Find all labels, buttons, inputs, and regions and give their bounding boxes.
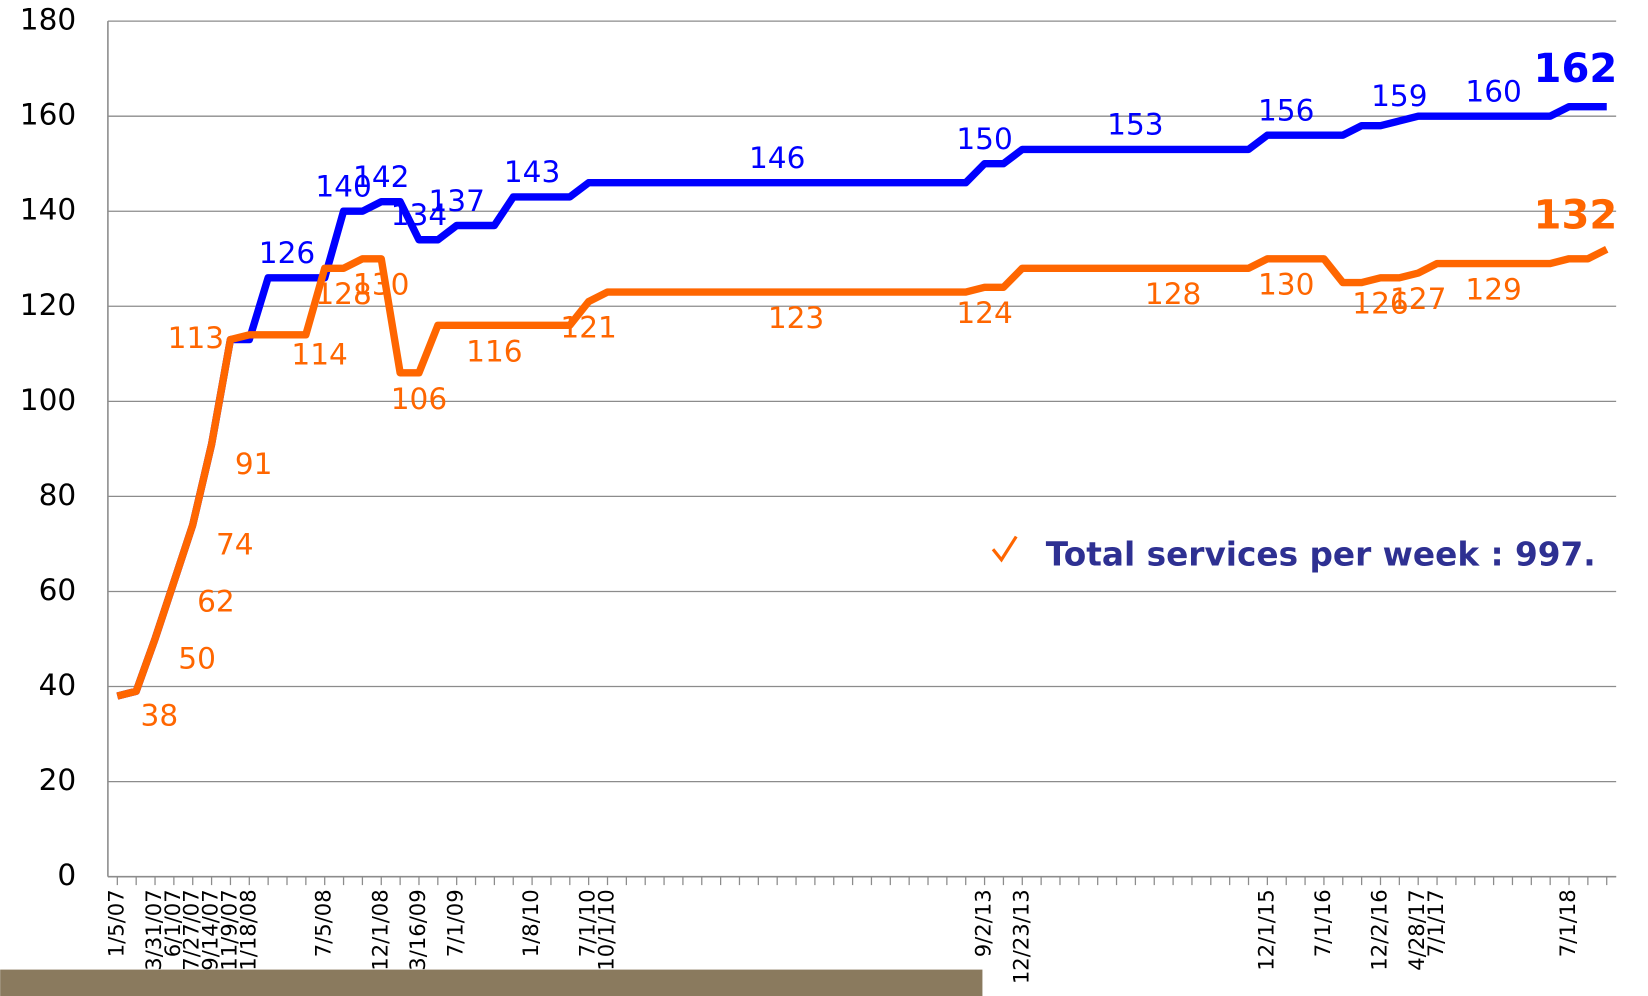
data-label: 38 [141, 699, 179, 733]
x-tick-label: 11/9/07 [216, 889, 241, 970]
data-label: 126 [1352, 287, 1408, 321]
data-label: 128 [315, 277, 371, 311]
x-tick-label: 4/28/17 [1404, 889, 1429, 970]
y-tick-label: 140 [20, 193, 76, 227]
data-label: 116 [466, 334, 522, 368]
x-tick-label: 12/2/16 [1366, 889, 1391, 970]
data-label: 114 [291, 337, 347, 371]
data-label: 126 [259, 236, 315, 270]
data-label: 121 [560, 311, 616, 345]
data-label: 130 [353, 268, 409, 302]
series-line [116, 245, 1609, 700]
data-label: 130 [1258, 268, 1314, 302]
x-tick-label: 7/1/09 [443, 889, 468, 957]
x-tick-label: 1/8/10 [518, 889, 543, 957]
y-tick-label: 160 [20, 98, 76, 132]
data-label: 113 [168, 321, 224, 355]
data-label: 150 [956, 122, 1012, 156]
data-label: 128 [1145, 277, 1201, 311]
data-label: 159 [1371, 79, 1427, 113]
data-label: 156 [1258, 93, 1314, 127]
data-label: 129 [1465, 272, 1521, 306]
x-tick-label: 12/1/08 [367, 889, 392, 970]
data-label: 106 [391, 382, 447, 416]
x-tick-label: 1/5/07 [103, 889, 128, 957]
footer-bar [0, 969, 983, 996]
data-label: 146 [749, 141, 805, 175]
data-label: 50 [178, 642, 216, 676]
x-tick-label: 9/2/13 [971, 889, 996, 957]
data-label: 132 [1534, 193, 1618, 239]
y-tick-label: 100 [20, 383, 76, 417]
x-tick-label: 10/1/10 [594, 889, 619, 970]
data-label: 91 [235, 447, 273, 481]
y-tick-label: 120 [20, 288, 76, 322]
x-tick-label: 6/1/07 [160, 889, 185, 957]
data-label: 160 [1465, 74, 1521, 108]
annotation: Total services per week : 997. [1046, 536, 1596, 574]
data-label: 134 [391, 198, 447, 232]
x-tick-label: 7/1/18 [1555, 889, 1580, 957]
y-tick-label: 0 [57, 858, 76, 892]
series-line [116, 102, 1607, 700]
x-tick-label: 3/31/07 [141, 889, 166, 970]
data-label: 140 [315, 170, 371, 204]
x-tick-label: 7/5/08 [311, 889, 336, 957]
data-label: 123 [768, 301, 824, 335]
data-label: 137 [428, 184, 484, 218]
data-label: 143 [504, 155, 560, 189]
x-tick-label: 7/1/17 [1423, 889, 1448, 957]
data-label: 62 [197, 585, 235, 619]
data-label: 124 [956, 296, 1012, 330]
x-tick-label: 3/16/09 [405, 889, 430, 970]
x-tick-label: 1/18/08 [235, 889, 260, 970]
data-label: 74 [216, 528, 254, 562]
x-tick-label: 7/1/16 [1310, 889, 1335, 957]
x-tick-label: 7/27/07 [179, 889, 204, 970]
data-label: 153 [1107, 108, 1163, 142]
x-tick-label: 12/23/13 [1008, 889, 1033, 984]
check-icon [991, 535, 1018, 563]
x-tick-label: 12/1/15 [1253, 889, 1278, 970]
y-tick-label: 40 [39, 668, 77, 702]
y-tick-label: 20 [39, 763, 77, 797]
x-tick-label: 7/1/10 [575, 889, 600, 957]
data-label: 142 [353, 160, 409, 194]
y-tick-label: 180 [20, 3, 76, 37]
data-label: 127 [1390, 282, 1446, 316]
data-label: 162 [1534, 46, 1618, 92]
y-tick-label: 80 [39, 478, 77, 512]
x-tick-label: 9/14/07 [198, 889, 223, 970]
y-tick-label: 60 [39, 573, 77, 607]
